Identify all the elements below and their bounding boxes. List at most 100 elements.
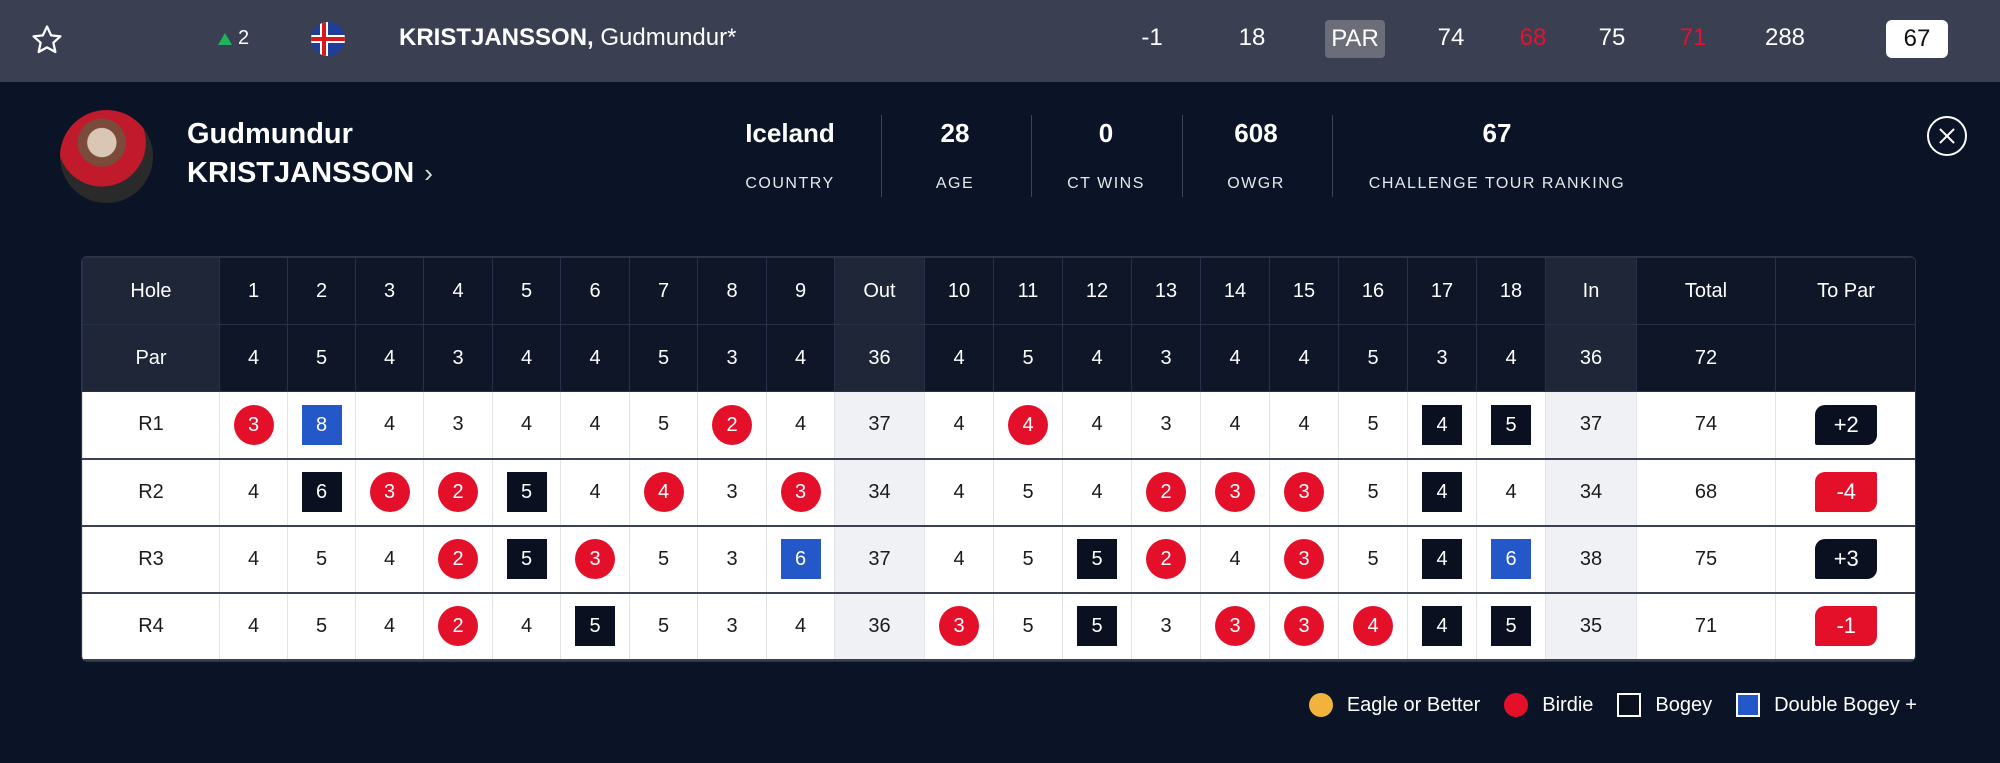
hole-score: 3 <box>355 458 424 527</box>
hole-number: 8 <box>697 257 767 325</box>
hole-score: 3 <box>766 458 835 527</box>
hole-score: 4 <box>355 592 424 661</box>
round-in: 34 <box>1545 458 1637 527</box>
par-row: Par 4 5 4 3 4 4 5 3 4 36 4 5 4 3 4 4 5 3 4 36 72 <box>82 324 1915 392</box>
hole-score: 2 <box>1131 525 1201 594</box>
legend-birdie-label: Birdie <box>1542 693 1594 716</box>
hole-score: 4 <box>1269 391 1339 460</box>
player-name-link[interactable]: KRISTJANSSON, Gudmundur* <box>399 24 736 52</box>
hole-score: 4 <box>1407 592 1477 661</box>
hole-score: 3 <box>560 525 630 594</box>
double-marker: 8 <box>301 404 342 445</box>
hole-number: 17 <box>1407 257 1477 325</box>
birdie-marker: 2 <box>1146 539 1186 579</box>
hole-score: 4 <box>1200 391 1270 460</box>
birdie-marker: 3 <box>1284 606 1324 646</box>
divider <box>1031 115 1032 197</box>
birdie-marker: 3 <box>1215 472 1255 512</box>
close-icon[interactable] <box>1927 116 1967 156</box>
hole-par: 4 <box>492 324 561 392</box>
round-total: 75 <box>1636 525 1776 594</box>
hole-number: 13 <box>1131 257 1201 325</box>
bogey-marker: 5 <box>575 606 615 646</box>
hole-score: 5 <box>492 525 561 594</box>
hole-score: 5 <box>287 592 356 661</box>
hole-score: 5 <box>629 525 698 594</box>
legend-bogey: Bogey <box>1617 693 1712 717</box>
hole-score: 4 <box>355 525 424 594</box>
hole-score: 2 <box>423 525 493 594</box>
hole-score: 5 <box>560 592 630 661</box>
score-value: 5 <box>1022 614 1034 637</box>
round-in: 38 <box>1545 525 1637 594</box>
player-first-name: Gudmundur* <box>600 24 737 51</box>
score-value: 4 <box>383 413 396 436</box>
hole-number: 14 <box>1200 257 1270 325</box>
to-par-value: -1 <box>1141 24 1163 51</box>
birdie-marker: 2 <box>438 539 478 579</box>
par-toggle[interactable]: PAR <box>1325 20 1385 58</box>
birdie-marker: 4 <box>1008 404 1048 445</box>
round-row: R1 3 8 4 3 4 4 5 2 4 37 4 4 4 3 4 4 5 4 5 37 74 +2 <box>82 391 1915 460</box>
legend-double-label: Double Bogey + <box>1774 693 1917 716</box>
round-label: R4 <box>82 592 220 661</box>
hole-score: 5 <box>629 391 698 460</box>
hole-score: 4 <box>560 391 630 460</box>
hole-score: 2 <box>1131 458 1201 527</box>
bogey-marker: 4 <box>1422 472 1462 512</box>
round-to-par: +3 <box>1775 525 1915 594</box>
bogey-marker: 6 <box>301 472 342 512</box>
hole-score: 4 <box>219 458 288 527</box>
score-legend: Eagle or Better Birdie Bogey Double Boge… <box>1285 693 1917 717</box>
hole-score: 3 <box>1131 391 1201 460</box>
round-to-par: -1 <box>1775 592 1915 661</box>
hole-score: 4 <box>560 458 630 527</box>
out-label: Out <box>834 257 925 325</box>
score-value: 5 <box>315 547 328 570</box>
player-profile-link[interactable]: KRISTJANSSON › <box>187 157 433 190</box>
score-value: 4 <box>1229 413 1241 436</box>
legend-eagle-label: Eagle or Better <box>1346 693 1481 716</box>
hole-score: 4 <box>1062 391 1132 460</box>
score-value: 4 <box>383 614 396 637</box>
age-value: 28 <box>940 118 970 148</box>
player-last-name-heading: KRISTJANSSON <box>187 157 415 189</box>
double-marker: 6 <box>1491 539 1531 579</box>
hole-number: 1 <box>219 257 288 325</box>
par-label: Par <box>82 324 220 392</box>
score-value: 5 <box>657 413 670 436</box>
chevron-right-icon: › <box>424 158 433 188</box>
birdie-marker: 4 <box>643 472 684 512</box>
scorecard-table: Hole 1 2 3 4 5 6 7 8 9 Out 10 11 12 13 14 15 16 17 18 In Tota… <box>82 257 1915 661</box>
hole-score: 3 <box>1131 592 1201 661</box>
legend-birdie: Birdie <box>1504 693 1593 717</box>
ranking-stat: 67 CHALLENGE TOUR RANKING <box>1350 118 1644 193</box>
leaderboard-row[interactable]: 2 KRISTJANSSON, Gudmundur* -1 18 PAR 74 … <box>0 0 2000 82</box>
bogey-marker: 5 <box>1491 404 1531 445</box>
score-value: 3 <box>452 413 464 436</box>
hole-score: 4 <box>219 525 288 594</box>
hole-par: 5 <box>1338 324 1408 392</box>
eagle-swatch-icon <box>1308 693 1333 717</box>
score-value: 4 <box>247 614 260 637</box>
star-icon[interactable] <box>30 23 64 57</box>
round-to-par: -4 <box>1775 458 1915 527</box>
total-score: 288 <box>1764 24 1806 51</box>
hole-score: 5 <box>993 525 1063 594</box>
round-label: R1 <box>82 391 220 460</box>
hole-score: 4 <box>1407 391 1477 460</box>
birdie-marker: 3 <box>939 606 979 646</box>
birdie-marker: 3 <box>780 472 821 512</box>
player-avatar <box>60 110 153 203</box>
round-4-score: 71 <box>1679 24 1707 51</box>
hole-score: 5 <box>993 458 1063 527</box>
score-value: 5 <box>1367 547 1379 570</box>
round-in: 37 <box>1545 391 1637 460</box>
round-row: R2 4 6 3 2 5 4 4 3 3 34 4 5 4 2 3 3 5 4 4 34 68 -4 <box>82 458 1915 527</box>
score-value: 4 <box>953 547 965 570</box>
hole-score: 4 <box>1200 525 1270 594</box>
round-1-score: 74 <box>1437 24 1465 51</box>
score-value: 5 <box>1022 547 1034 570</box>
bogey-marker: 4 <box>1422 539 1462 579</box>
round-2-score: 68 <box>1519 24 1547 51</box>
